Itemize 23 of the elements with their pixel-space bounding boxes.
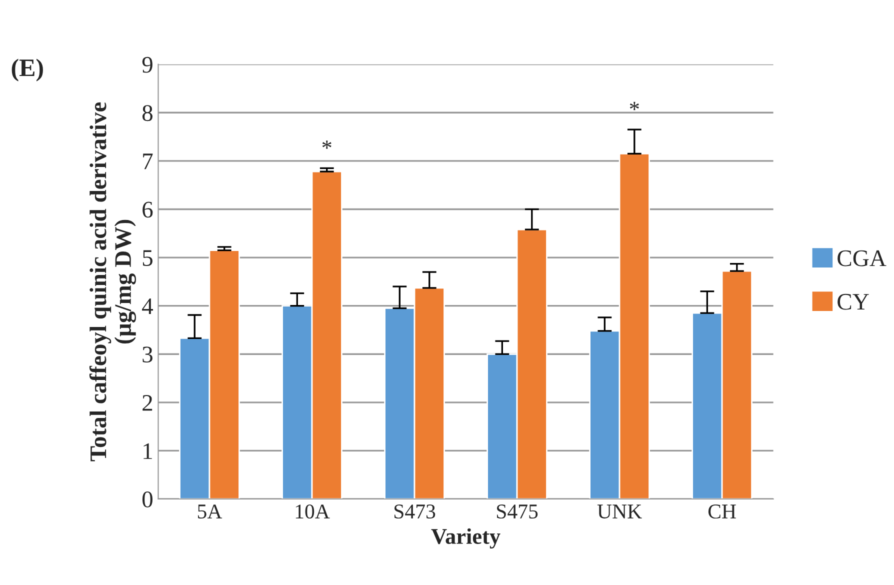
text: (E) xyxy=(12,58,43,82)
y-tick-label: 1 xyxy=(144,443,152,459)
y-tick-label: 3 xyxy=(142,346,152,363)
x-axis-title: Variety xyxy=(431,528,500,549)
x-tick-label: 10A xyxy=(296,504,330,519)
x-tick-label: UNK xyxy=(597,504,642,519)
y-tick-label: 2 xyxy=(142,394,152,411)
y-tick-label: 6 xyxy=(142,202,153,218)
legend-label: CY xyxy=(838,294,869,310)
x-tick-label: 5A xyxy=(198,504,222,519)
y-tick-label: 8 xyxy=(142,105,152,122)
y-tick-label: 9 xyxy=(142,56,152,73)
y-tick-label: 5 xyxy=(142,250,152,266)
y-tick-label: 0 xyxy=(142,491,152,508)
y-tick-label: 7 xyxy=(143,154,153,170)
y-axis-title: Total caffeoyl quinic acid derivative (µg/mg DW) xyxy=(89,102,136,462)
legend-label: CGA xyxy=(838,250,886,266)
annotation: * xyxy=(630,102,639,110)
x-tick-label: CH xyxy=(708,504,736,519)
y-tick-label: 4 xyxy=(142,298,154,314)
x-tick-label: S475 xyxy=(497,504,538,519)
x-tick-label: S473 xyxy=(394,504,436,519)
annotation: * xyxy=(322,140,332,149)
